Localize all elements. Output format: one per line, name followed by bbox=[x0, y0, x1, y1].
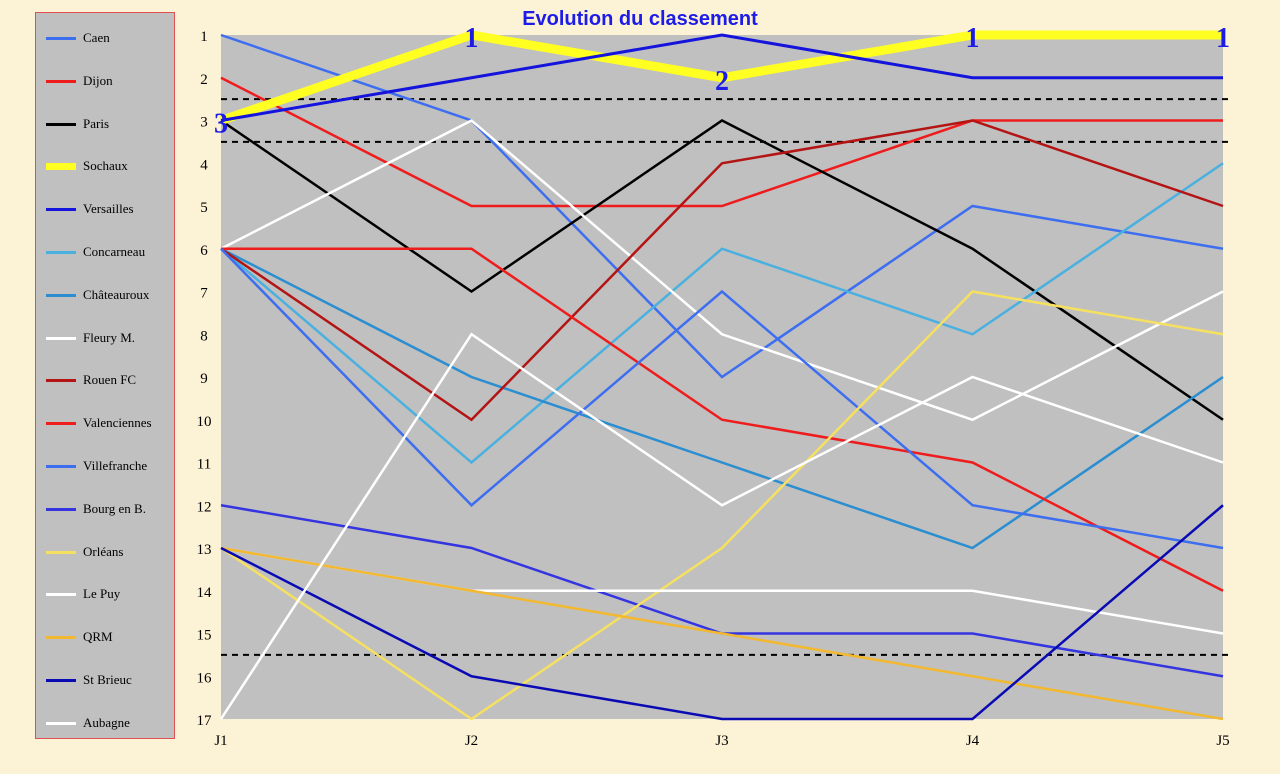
legend-item: Concarneau bbox=[36, 243, 176, 263]
legend-item: Bourg en B. bbox=[36, 500, 176, 520]
legend-label: Sochaux bbox=[83, 158, 128, 174]
x-tick-label: J2 bbox=[465, 733, 478, 749]
legend-label: Bourg en B. bbox=[83, 500, 146, 516]
y-tick-label: 11 bbox=[197, 457, 211, 473]
y-tick-label: 7 bbox=[200, 286, 208, 302]
series-line bbox=[220, 504, 1224, 721]
legend-item: Aubagne bbox=[36, 714, 176, 734]
legend-item: Dijon bbox=[36, 72, 176, 92]
series-line bbox=[220, 290, 1224, 721]
legend-swatch bbox=[46, 422, 76, 426]
y-tick-label: 6 bbox=[200, 243, 208, 259]
y-tick-label: 15 bbox=[197, 628, 212, 644]
highlight-label: 1 bbox=[966, 23, 980, 54]
y-tick-label: 1 bbox=[200, 29, 208, 45]
legend-swatch bbox=[46, 336, 76, 340]
legend-swatch bbox=[46, 379, 76, 383]
legend-label: Aubagne bbox=[83, 714, 130, 730]
legend-item: Villefranche bbox=[36, 457, 176, 477]
y-tick-label: 4 bbox=[200, 157, 208, 173]
legend-swatch bbox=[46, 636, 76, 640]
series-line bbox=[220, 247, 1224, 550]
legend-label: QRM bbox=[83, 629, 113, 645]
legend-item: Le Puy bbox=[36, 585, 176, 605]
y-tick-label: 5 bbox=[200, 200, 208, 216]
legend-item: Sochaux bbox=[36, 157, 176, 177]
legend-swatch bbox=[46, 465, 76, 468]
y-tick-label: 13 bbox=[197, 542, 212, 558]
legend-item: QRM bbox=[36, 628, 176, 648]
legend-swatch bbox=[46, 550, 76, 554]
x-tick-label: J4 bbox=[966, 733, 980, 749]
legend-label: Concarneau bbox=[83, 244, 146, 259]
y-tick-label: 8 bbox=[200, 328, 208, 344]
y-tick-label: 3 bbox=[200, 115, 208, 131]
legend-label: Le Puy bbox=[83, 586, 121, 602]
legend-swatch bbox=[46, 122, 76, 126]
legend-item: Valenciennes bbox=[36, 414, 176, 434]
legend-swatch bbox=[46, 208, 76, 212]
legend-swatch bbox=[46, 79, 76, 83]
legend-item: Caen bbox=[36, 29, 176, 49]
legend-label: Paris bbox=[83, 115, 109, 131]
legend-label: Dijon bbox=[83, 72, 113, 88]
legend-swatch bbox=[46, 251, 76, 254]
legend-label: Rouen FC bbox=[83, 372, 137, 388]
y-tick-label: 10 bbox=[197, 414, 212, 430]
series-line bbox=[220, 546, 1224, 721]
series-line bbox=[220, 247, 1224, 550]
legend-item: Fleury M. bbox=[36, 329, 176, 349]
highlight-label: 3 bbox=[214, 109, 228, 140]
chart-title: Evolution du classement bbox=[522, 8, 758, 30]
legend-label: Caen bbox=[83, 30, 110, 45]
legend-label: Fleury M. bbox=[83, 329, 135, 345]
y-tick-label: 12 bbox=[197, 499, 212, 515]
x-tick-label: J3 bbox=[715, 733, 728, 749]
legend-swatch bbox=[46, 293, 76, 297]
x-tick-label: J1 bbox=[214, 733, 227, 749]
legend-item: Orléans bbox=[36, 543, 176, 563]
chart-legend: Caen Dijon Paris Sochaux Versailles Concarnea… bbox=[35, 12, 175, 739]
series-line bbox=[219, 30, 1223, 125]
legend-item: Rouen FC bbox=[36, 371, 176, 391]
legend-swatch bbox=[46, 37, 76, 40]
legend-label: Valenciennes bbox=[83, 415, 152, 431]
y-tick-label: 2 bbox=[200, 72, 208, 88]
x-tick-label: J5 bbox=[1216, 733, 1229, 749]
legend-label: Villefranche bbox=[83, 458, 148, 473]
legend-swatch bbox=[46, 721, 76, 725]
y-tick-label: 9 bbox=[200, 371, 208, 387]
series-line bbox=[220, 33, 1223, 122]
series-line bbox=[220, 119, 1224, 422]
legend-label: Orléans bbox=[83, 543, 124, 559]
highlight-label: 1 bbox=[1216, 23, 1230, 54]
highlight-label: 1 bbox=[465, 23, 479, 54]
legend-label: St Brieuc bbox=[83, 672, 132, 687]
series-line bbox=[220, 162, 1224, 465]
legend-item: St Brieuc bbox=[36, 671, 176, 691]
series-line bbox=[219, 332, 1224, 720]
legend-item: Châteauroux bbox=[36, 286, 176, 306]
legend-swatch bbox=[46, 593, 76, 597]
y-tick-label: 16 bbox=[197, 670, 213, 686]
legend-swatch bbox=[46, 507, 76, 511]
highlight-label: 2 bbox=[715, 66, 729, 97]
y-tick-label: 14 bbox=[197, 585, 213, 601]
legend-swatch bbox=[46, 679, 76, 682]
legend-label: Châteauroux bbox=[83, 286, 150, 302]
legend-label: Versailles bbox=[83, 201, 134, 217]
legend-item: Paris bbox=[36, 115, 176, 135]
legend-swatch bbox=[46, 163, 76, 171]
series-line bbox=[221, 247, 1224, 592]
series-line bbox=[220, 119, 1224, 422]
y-tick-label: 17 bbox=[197, 713, 213, 729]
legend-item: Versailles bbox=[36, 200, 176, 220]
